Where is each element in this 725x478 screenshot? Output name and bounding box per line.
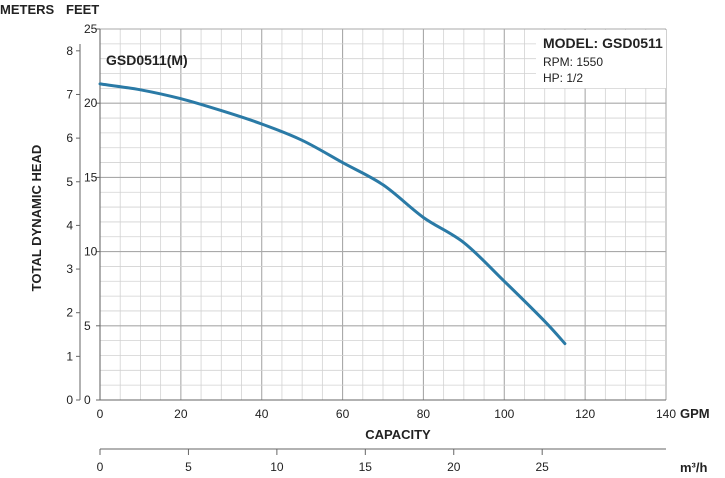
feet-tick-label: 10: [84, 245, 98, 259]
gpm-tick-label: 60: [336, 407, 350, 421]
gpm-tick-label: 0: [97, 407, 104, 421]
meter-tick-label: 5: [66, 175, 73, 189]
hp-text: HP: 1/2: [543, 71, 583, 85]
gpm-tick-label: 20: [174, 407, 188, 421]
meter-tick-label: 4: [66, 218, 73, 232]
m3h-tick-label: 0: [97, 460, 104, 474]
gpm-unit-label: GPM: [680, 406, 710, 421]
feet-tick-label: 0: [84, 393, 91, 407]
gpm-tick-label: 100: [494, 407, 514, 421]
gpm-tick-label: 40: [255, 407, 269, 421]
meter-tick-label: 3: [66, 262, 73, 276]
gpm-tick-label: 140: [656, 407, 676, 421]
y-axis-title: TOTAL DYNAMIC HEAD: [29, 145, 44, 292]
x-axis-title: CAPACITY: [365, 427, 431, 442]
gpm-tick-label: 80: [417, 407, 431, 421]
m3h-tick-label: 5: [185, 460, 192, 474]
feet-unit-label: FEET: [66, 2, 99, 17]
meter-tick-label: 8: [66, 44, 73, 58]
m3h-unit-label: m³/h: [680, 460, 708, 475]
series-line: [98, 82, 567, 346]
m3h-tick-label: 15: [359, 460, 373, 474]
m3h-tick-label: 10: [270, 460, 284, 474]
model-title: MODEL: GSD0511: [543, 35, 663, 51]
feet-tick-label: 15: [84, 170, 98, 184]
feet-tick-label: 25: [84, 22, 98, 36]
series-label: GSD0511(M): [106, 52, 188, 68]
model-box: [536, 30, 666, 88]
feet-tick-label: 20: [84, 96, 98, 110]
meters-unit-label: METERS: [0, 2, 55, 17]
axes: [76, 28, 666, 455]
gpm-tick-label: 120: [575, 407, 595, 421]
meter-tick-label: 7: [66, 87, 73, 101]
meter-tick-label: 1: [66, 349, 73, 363]
feet-tick-label: 5: [84, 319, 91, 333]
m3h-tick-label: 20: [447, 460, 461, 474]
m3h-tick-label: 25: [536, 460, 550, 474]
rpm-text: RPM: 1550: [543, 55, 603, 69]
meter-tick-label: 0: [66, 393, 73, 407]
series-layer: [98, 82, 567, 346]
meter-tick-label: 6: [66, 131, 73, 145]
grid: [99, 28, 667, 401]
meter-tick-label: 2: [66, 306, 73, 320]
